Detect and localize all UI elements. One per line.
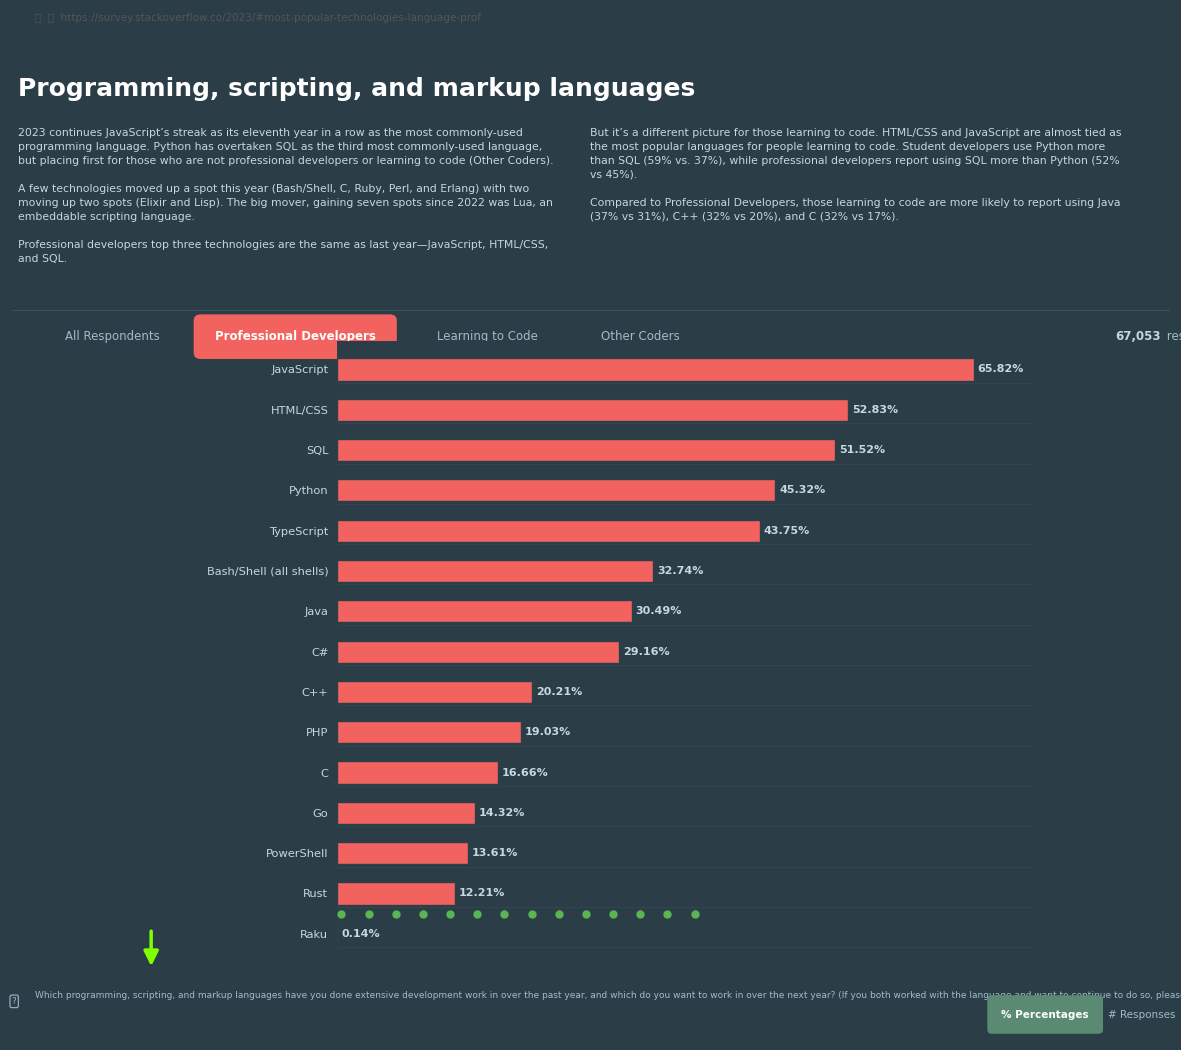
Bar bbox=[337, 640, 619, 663]
Text: 45.32%: 45.32% bbox=[779, 485, 826, 496]
Text: 14.32%: 14.32% bbox=[479, 807, 526, 818]
Bar bbox=[337, 721, 521, 743]
Bar bbox=[337, 520, 761, 542]
Text: 13.61%: 13.61% bbox=[472, 848, 518, 858]
Bar bbox=[337, 601, 632, 623]
Text: But it’s a different picture for those learning to code. HTML/CSS and JavaScript: But it’s a different picture for those l… bbox=[590, 128, 1122, 222]
Bar bbox=[337, 439, 835, 461]
Bar bbox=[337, 802, 475, 824]
Text: Programming, scripting, and markup languages: Programming, scripting, and markup langu… bbox=[18, 78, 694, 101]
Bar bbox=[337, 399, 848, 421]
Bar bbox=[337, 560, 653, 582]
Text: Other Coders: Other Coders bbox=[601, 330, 680, 343]
Bar bbox=[337, 680, 533, 704]
Text: % Percentages: % Percentages bbox=[1001, 1009, 1089, 1020]
Text: 0.14%: 0.14% bbox=[341, 929, 380, 939]
Text: responses: responses bbox=[1163, 330, 1181, 343]
FancyBboxPatch shape bbox=[987, 995, 1103, 1034]
FancyBboxPatch shape bbox=[194, 314, 397, 359]
Text: 52.83%: 52.83% bbox=[852, 404, 898, 415]
Text: ?: ? bbox=[12, 996, 17, 1006]
Bar bbox=[337, 842, 469, 864]
Text: 65.82%: 65.82% bbox=[978, 364, 1024, 375]
Text: ⛹  🔒  https://survey.stackoverflow.co/2023/#most-popular-technologies-language-p: ⛹ 🔒 https://survey.stackoverflow.co/2023… bbox=[35, 14, 482, 23]
Bar bbox=[337, 882, 455, 904]
Text: # Responses: # Responses bbox=[1108, 1009, 1175, 1020]
Text: 51.52%: 51.52% bbox=[839, 445, 886, 455]
Text: 16.66%: 16.66% bbox=[502, 768, 548, 778]
Text: 32.74%: 32.74% bbox=[658, 566, 704, 576]
Text: 67,053: 67,053 bbox=[1115, 330, 1161, 343]
Bar bbox=[337, 479, 775, 502]
Bar bbox=[337, 923, 338, 945]
Text: Learning to Code: Learning to Code bbox=[437, 330, 537, 343]
Text: 29.16%: 29.16% bbox=[622, 647, 670, 656]
Text: 43.75%: 43.75% bbox=[764, 526, 810, 536]
Text: Which programming, scripting, and markup languages have you done extensive devel: Which programming, scripting, and markup… bbox=[35, 991, 1181, 1001]
Text: 30.49%: 30.49% bbox=[635, 606, 681, 616]
Text: 20.21%: 20.21% bbox=[536, 687, 582, 697]
Text: All Respondents: All Respondents bbox=[65, 330, 159, 343]
Bar bbox=[337, 358, 973, 380]
Text: Professional Developers: Professional Developers bbox=[215, 330, 376, 343]
Text: 12.21%: 12.21% bbox=[458, 888, 505, 899]
Text: 19.03%: 19.03% bbox=[524, 728, 570, 737]
Bar bbox=[337, 761, 498, 783]
Text: 2023 continues JavaScript’s streak as its eleventh year in a row as the most com: 2023 continues JavaScript’s streak as it… bbox=[18, 128, 553, 264]
